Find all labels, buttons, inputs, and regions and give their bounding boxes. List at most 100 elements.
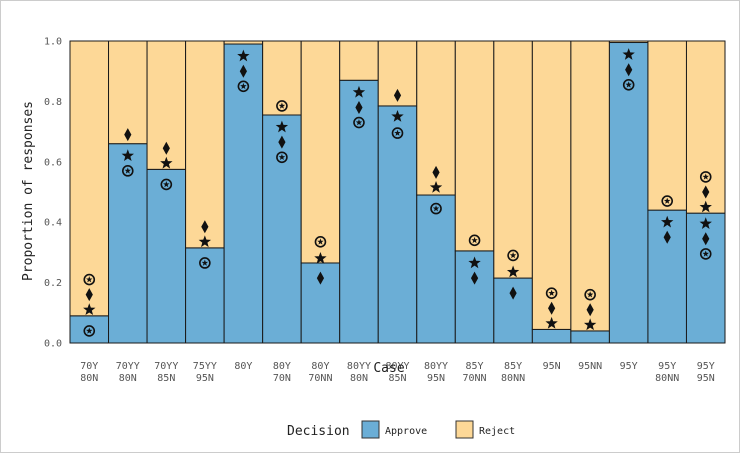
diamond-marker — [201, 220, 209, 234]
diamond-marker — [316, 271, 325, 285]
star-in-circle-marker — [353, 116, 365, 129]
star-in-circle-marker-star — [509, 252, 517, 259]
star-in-circle-marker — [391, 127, 404, 139]
legend-title: Decision — [287, 424, 350, 439]
star-marker — [661, 215, 674, 228]
diamond-marker — [470, 271, 479, 285]
bar-reject — [647, 40, 687, 211]
legend-swatch-approve — [361, 420, 380, 439]
star-in-circle-marker-star — [586, 291, 594, 298]
star-marker — [429, 180, 443, 193]
x-tick-label: 70YY 85N — [154, 361, 178, 384]
x-tick-label: 80YY 80N — [347, 361, 371, 384]
star-marker — [699, 217, 712, 229]
star-in-circle-marker-star — [663, 197, 671, 204]
star-in-circle-marker — [507, 249, 519, 262]
diamond-marker — [586, 303, 594, 317]
star-marker — [468, 256, 481, 269]
legend: Decision Approve Reject — [287, 420, 515, 439]
bar-reject — [493, 40, 533, 279]
bar-approve — [262, 114, 302, 344]
y-tick-label: 1.0 — [44, 37, 62, 48]
star-in-circle-marker — [276, 151, 288, 164]
diamond-marker — [702, 185, 710, 199]
star-in-circle-marker — [430, 202, 442, 215]
x-tick-label: 70YY 80N — [116, 361, 140, 384]
star-marker — [699, 200, 712, 213]
y-axis-title: Proportion of responses — [21, 101, 36, 281]
bar-reject — [608, 40, 649, 44]
star-in-circle-marker-star — [86, 276, 93, 283]
diamond-marker — [393, 88, 402, 102]
star-in-circle-marker — [83, 325, 96, 337]
star-marker — [275, 120, 289, 133]
star-in-circle-marker — [160, 178, 173, 191]
bar-reject — [185, 40, 225, 249]
star-in-circle-marker — [699, 248, 712, 260]
bar-approve — [339, 79, 379, 344]
y-tick-label: 0.2 — [44, 278, 62, 289]
star-in-circle-marker — [199, 257, 211, 269]
star-in-circle-marker-star — [278, 153, 286, 161]
x-tick-label: 80Y — [234, 361, 252, 372]
star-in-circle-marker — [545, 287, 558, 299]
x-tick-label: 95Y 80NN — [655, 361, 679, 384]
bar-reject — [531, 40, 572, 330]
x-tick-label: 95NN — [578, 361, 602, 372]
star-in-circle-marker-star — [240, 82, 247, 90]
diamond-marker — [124, 128, 132, 142]
x-tick-label: 85Y 80NN — [501, 361, 525, 384]
x-tick-label: 95Y 95N — [697, 361, 715, 384]
star-in-circle-marker — [584, 288, 596, 301]
diamond-marker — [278, 135, 286, 149]
bar-approve — [416, 194, 456, 344]
bar-reject — [300, 40, 341, 264]
star-marker — [121, 149, 134, 162]
star-marker — [314, 251, 327, 264]
bar-approve — [377, 105, 418, 344]
x-tick-label: 80Y 70N — [273, 361, 291, 384]
diamond-marker — [509, 286, 517, 300]
x-tick-label: 75YY 95N — [193, 361, 217, 384]
y-tick-label: 0.4 — [44, 218, 62, 229]
markers — [83, 48, 712, 337]
x-tick-label: 80YY 85N — [385, 361, 409, 384]
diamond-marker — [162, 141, 170, 155]
x-tick-label: 70Y 80N — [80, 361, 98, 384]
y-tick-label: 0.6 — [44, 157, 62, 168]
diamond-marker — [239, 64, 247, 78]
diamond-marker — [702, 232, 710, 246]
star-in-circle-marker — [661, 195, 674, 207]
star-in-circle-marker-star — [394, 129, 401, 136]
bar-approve — [647, 209, 687, 344]
star-marker — [545, 316, 558, 329]
star-in-circle-marker — [83, 273, 96, 286]
star-in-circle-marker — [699, 171, 712, 183]
star-in-circle-marker-star — [201, 259, 209, 266]
bars — [69, 40, 726, 344]
star-in-circle-marker-star — [278, 102, 286, 109]
x-axis-title: Case — [373, 361, 404, 376]
star-in-circle-marker-star — [163, 181, 170, 188]
bar-approve — [146, 168, 187, 344]
legend-swatch-reject — [455, 420, 474, 439]
star-marker — [391, 110, 404, 122]
x-tick-label: 95N — [543, 361, 561, 372]
star-in-circle-marker — [314, 236, 327, 248]
star-in-circle-marker-star — [548, 289, 555, 296]
star-marker — [198, 235, 212, 248]
bar-reject — [685, 40, 726, 214]
x-tick-label: 80YY 95N — [424, 361, 448, 384]
bar-approve — [531, 328, 572, 344]
star-in-circle-marker-star — [625, 81, 632, 88]
diamond-marker — [548, 301, 556, 315]
legend-label-reject: Reject — [479, 426, 515, 437]
diamond-marker — [432, 165, 440, 179]
star-in-circle-marker-star — [86, 327, 93, 334]
bar-reject — [223, 40, 264, 45]
diamond-marker — [625, 63, 633, 77]
x-tick-label: 80Y 70NN — [308, 361, 332, 384]
y-tick-label: 0.8 — [44, 97, 62, 108]
